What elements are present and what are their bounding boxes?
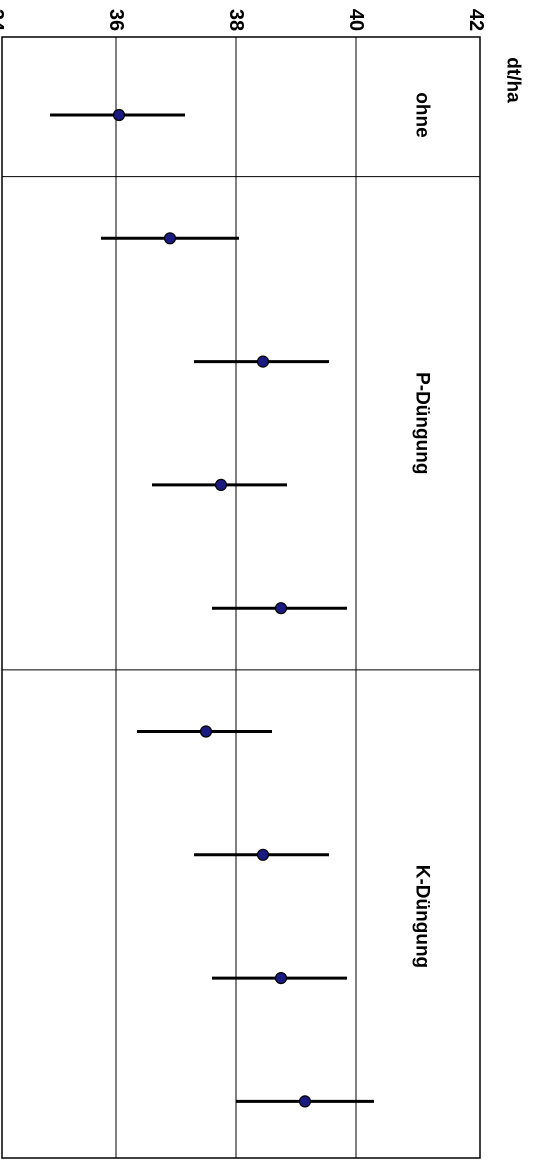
value-axis-ticks: 34 36 38 40 42 bbox=[0, 9, 487, 32]
tick-label: 38 bbox=[225, 9, 247, 31]
group-labels: ohne P-Düngung K-Düngung bbox=[412, 92, 433, 968]
data-point bbox=[163, 232, 177, 245]
group-dividers bbox=[2, 176, 480, 671]
tick-label: 42 bbox=[465, 9, 487, 31]
data-points bbox=[50, 108, 374, 1108]
plot-frame bbox=[1, 36, 481, 1159]
group-label: ohne bbox=[412, 92, 433, 137]
data-point bbox=[274, 971, 288, 985]
data-point bbox=[256, 355, 270, 368]
data-point bbox=[298, 1095, 312, 1108]
data-point bbox=[112, 108, 126, 122]
gridlines bbox=[115, 37, 357, 1158]
data-point bbox=[256, 848, 270, 861]
tick-label: 40 bbox=[345, 9, 367, 31]
data-point bbox=[214, 478, 228, 491]
unit-label: dt/ha bbox=[503, 57, 524, 103]
data-point bbox=[199, 725, 213, 738]
tick-label: 36 bbox=[105, 9, 127, 31]
tick-label: 34 bbox=[0, 9, 7, 32]
group-label: P-Düngung bbox=[412, 372, 433, 474]
data-point bbox=[274, 602, 288, 615]
group-label: K-Düngung bbox=[412, 865, 433, 968]
